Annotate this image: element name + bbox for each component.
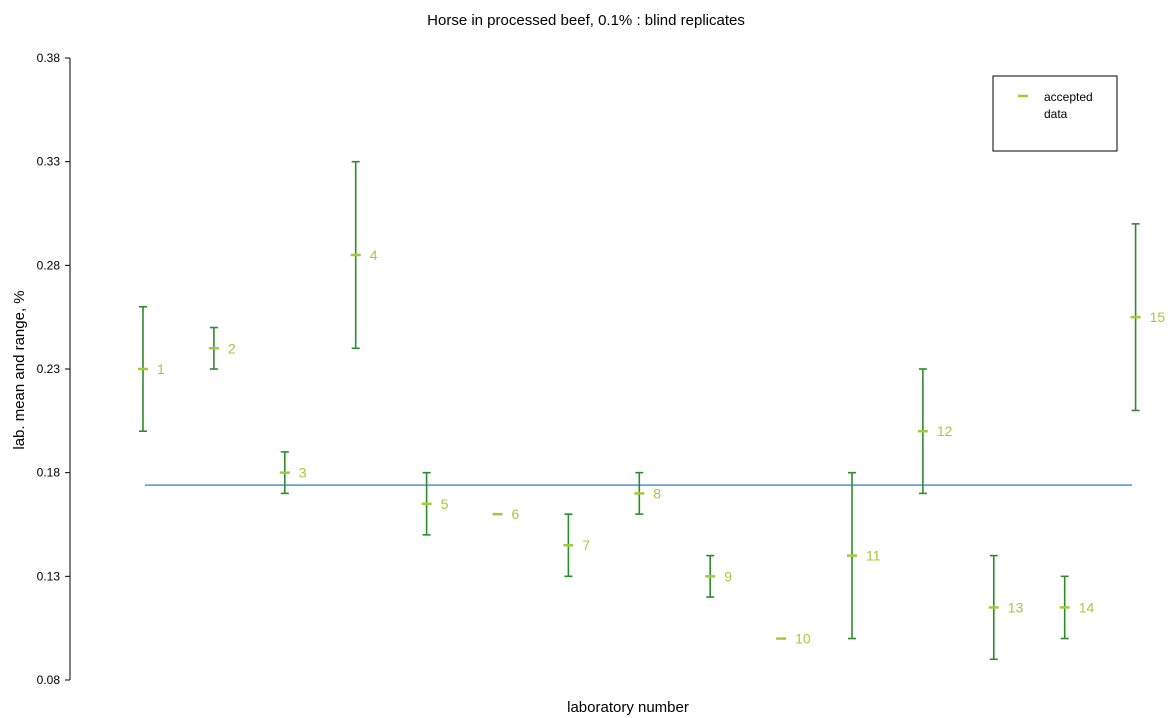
point-label: 9 (724, 568, 732, 584)
legend-label-line2: data (1044, 107, 1068, 121)
lab-point-13: 13 (988, 554, 1024, 661)
lab-point-9: 9 (705, 554, 732, 598)
point-label: 2 (228, 340, 236, 356)
point-label: 7 (582, 537, 590, 553)
lab-point-14: 14 (1059, 575, 1095, 640)
lab-point-3: 3 (279, 451, 307, 495)
point-label: 3 (299, 465, 307, 481)
lab-point-11: 11 (847, 471, 881, 640)
x-axis-title: laboratory number (567, 699, 689, 716)
y-tick-label: 0.23 (37, 362, 61, 376)
lab-point-12: 12 (917, 368, 953, 495)
lab-point-1: 1 (138, 305, 165, 433)
lab-point-4: 4 (350, 160, 378, 350)
y-tick-label: 0.08 (37, 673, 61, 687)
lab-point-2: 2 (208, 326, 236, 370)
y-tick-label: 0.28 (37, 258, 61, 272)
lab-point-10: 10 (776, 631, 811, 647)
point-label: 15 (1150, 309, 1166, 325)
y-tick-label: 0.13 (37, 569, 61, 583)
point-label: 10 (795, 631, 811, 647)
lab-point-15: 15 (1130, 223, 1166, 412)
point-label: 8 (653, 485, 661, 501)
point-label: 13 (1008, 599, 1024, 615)
legend-label-line1: accepted (1044, 90, 1093, 104)
lab-point-8: 8 (634, 471, 661, 515)
chart-title: Horse in processed beef, 0.1% : blind re… (427, 12, 745, 29)
lab-point-7: 7 (563, 513, 590, 578)
y-axis: 0.08 0.13 0.18 0.23 0.28 0.33 0.38 (37, 51, 71, 687)
point-label: 11 (866, 548, 881, 564)
y-tick-label: 0.33 (37, 155, 61, 169)
point-label: 12 (937, 423, 953, 439)
y-tick-label: 0.18 (37, 466, 61, 480)
lab-point-6: 6 (492, 506, 520, 522)
point-label: 14 (1079, 599, 1095, 615)
y-tick-label: 0.38 (37, 51, 61, 65)
point-label: 5 (441, 496, 449, 512)
point-label: 4 (370, 247, 378, 263)
point-label: 1 (157, 361, 165, 377)
legend-box (992, 75, 1118, 152)
y-axis-title: lab. mean and range, % (11, 290, 28, 449)
point-label: 6 (512, 506, 520, 522)
legend: accepted data (992, 75, 1118, 152)
lab-point-5: 5 (421, 471, 449, 536)
